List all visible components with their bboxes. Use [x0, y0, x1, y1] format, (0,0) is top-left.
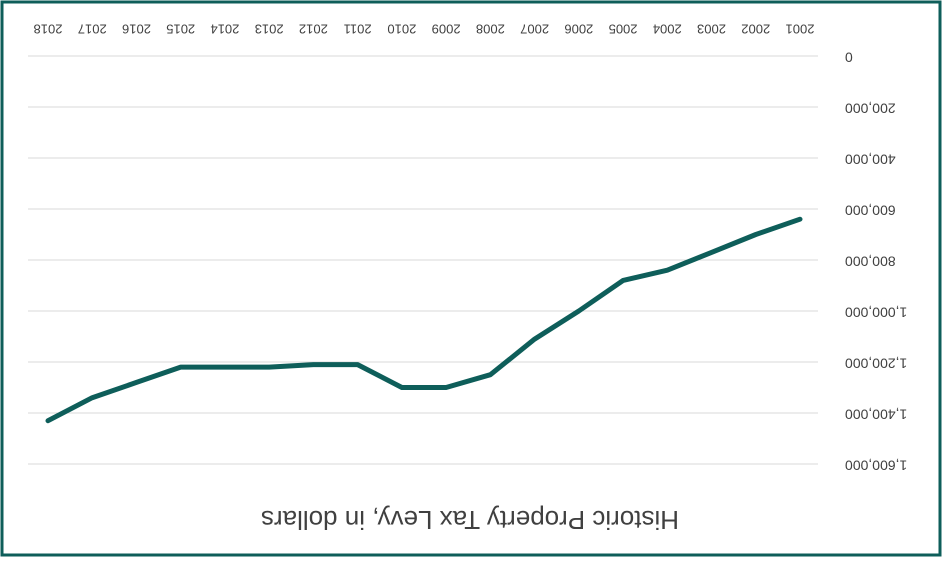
y-tick-label: 1,200,000 — [845, 355, 907, 371]
x-tick-label: 2010 — [387, 22, 416, 37]
x-tick-label: 2009 — [432, 22, 461, 37]
x-tick-label: 2005 — [609, 22, 638, 37]
x-tick-label: 2007 — [520, 22, 549, 37]
x-tick-label: 2016 — [122, 22, 151, 37]
y-tick-label: 1,400,000 — [845, 406, 907, 422]
x-tick-label: 2011 — [344, 22, 372, 37]
y-tick-label: 800,000 — [845, 253, 896, 269]
y-tick-label: 600,000 — [845, 202, 896, 218]
x-tick-label: 2008 — [476, 22, 505, 37]
y-tick-label: 1,000,000 — [845, 304, 907, 320]
chart-title: Historic Property Tax Levy, in dollars — [261, 505, 679, 535]
x-tick-label: 2014 — [210, 22, 239, 37]
x-tick-label: 2002 — [741, 22, 770, 37]
y-tick-label: 0 — [845, 49, 853, 65]
y-tick-label: 400,000 — [845, 151, 896, 167]
line-series — [45, 216, 803, 424]
x-tick-label: 2003 — [697, 22, 726, 37]
x-tick-label: 2006 — [564, 22, 593, 37]
x-tick-label: 2013 — [255, 22, 284, 37]
y-tick-label: 200,000 — [845, 100, 896, 116]
x-tick-label: 2018 — [34, 22, 63, 37]
x-tick-label: 2004 — [653, 22, 682, 37]
x-tick-label: 2017 — [78, 22, 107, 37]
x-tick-label: 2012 — [299, 22, 328, 37]
plot: Historic Property Tax Levy, in dollars 0… — [28, 22, 907, 535]
x-tick-label: 2015 — [166, 22, 195, 37]
y-tick-label: 1,600,000 — [845, 457, 907, 473]
x-tick-label: 2001 — [786, 22, 815, 37]
